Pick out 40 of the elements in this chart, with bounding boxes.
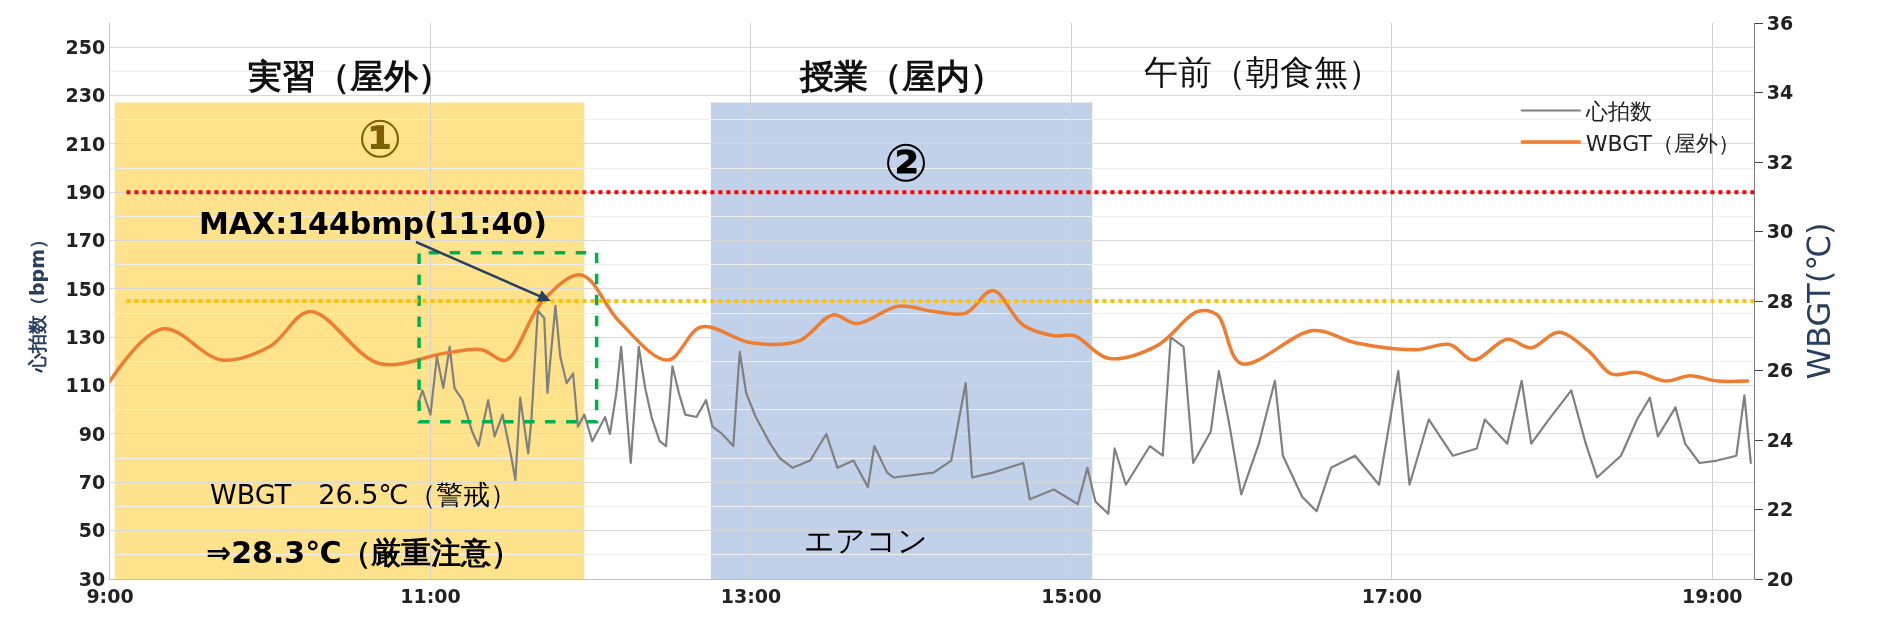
y-tick-label: 130 — [65, 325, 106, 348]
y2-tick-label: 32 — [1766, 150, 1794, 173]
y-tick-label: 250 — [65, 35, 106, 58]
annotation: エアコン — [804, 523, 928, 558]
x-tick-label: 11:00 — [400, 584, 461, 607]
y2-tick-label: 20 — [1766, 567, 1794, 590]
x-tick-label: 13:00 — [720, 584, 782, 607]
annotation: ⇒28.3℃（厳重注意） — [206, 535, 522, 570]
y-axis-title: 心拍数（bpm） — [26, 230, 49, 373]
y-tick-label: 150 — [65, 277, 106, 300]
y-tick-label: 210 — [65, 132, 106, 155]
annotation: ② — [884, 133, 929, 193]
annotation: WBGT 26.5℃（警戒） — [210, 479, 517, 510]
band-label: 実習（屋外） — [247, 56, 452, 96]
y-tick-label: 190 — [65, 180, 106, 203]
y2-axis-title: WBGT(℃) — [1800, 222, 1839, 380]
line-series — [110, 273, 1750, 384]
x-tick-label: 17:00 — [1361, 584, 1423, 607]
y2-tick-label: 36 — [1766, 11, 1794, 34]
x-tick-label: 15:00 — [1041, 584, 1102, 607]
y2-tick-label: 22 — [1766, 498, 1794, 521]
legend-label: WBGT（屋外） — [1585, 130, 1740, 156]
y-tick-label: 30 — [78, 567, 106, 590]
annotation: MAX:144bmp(11:40) — [199, 206, 547, 241]
line-series — [418, 304, 1752, 515]
band-label: 授業（屋内） — [799, 56, 1004, 96]
y2-tick-label: 30 — [1766, 220, 1794, 243]
y2-tick-label: 34 — [1766, 81, 1794, 104]
y-tick-label: 170 — [65, 229, 106, 252]
y-tick-label: 70 — [78, 470, 106, 493]
y-tick-label: 90 — [78, 422, 106, 445]
y2-tick-label: 26 — [1766, 359, 1794, 382]
y-tick-label: 110 — [65, 374, 106, 397]
y-tick-label: 230 — [65, 84, 106, 107]
y2-tick-label: 28 — [1766, 289, 1794, 312]
x-tick-label: 19:00 — [1682, 584, 1743, 607]
y2-tick-label: 24 — [1766, 428, 1794, 451]
legend-label: 心拍数 — [1584, 99, 1652, 125]
text: 午前（朝食無） — [1143, 52, 1382, 93]
y-tick-label: 50 — [78, 519, 106, 542]
